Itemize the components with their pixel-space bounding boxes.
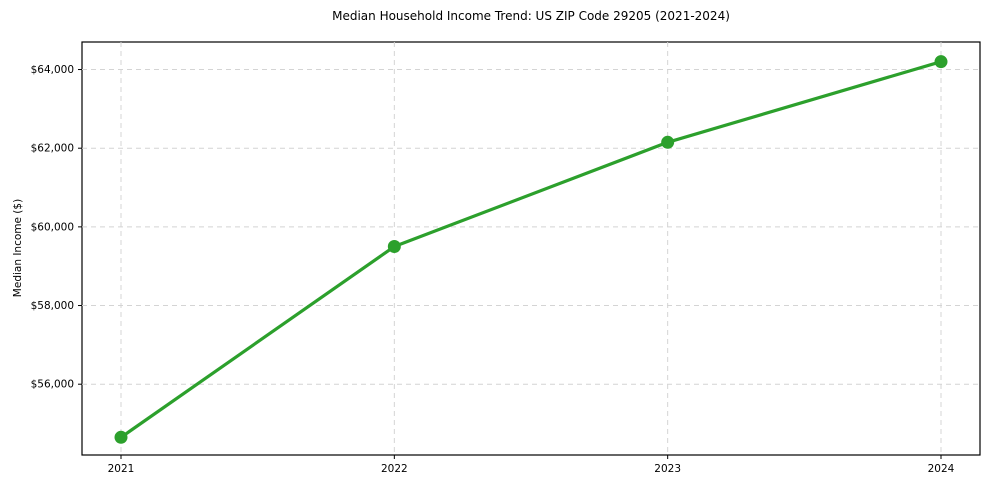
x-tick-label: 2024 <box>928 463 955 475</box>
x-tick-label: 2023 <box>654 463 681 475</box>
data-point-2024 <box>934 55 948 69</box>
y-tick-label: $64,000 <box>31 64 74 76</box>
plot-border <box>81 41 981 456</box>
chart-title: Median Household Income Trend: US ZIP Co… <box>332 9 730 23</box>
x-tick-label: 2021 <box>108 463 135 475</box>
y-tick-label: $62,000 <box>31 143 74 155</box>
data-point-2021 <box>114 430 128 444</box>
y-tick-label: $60,000 <box>31 221 74 233</box>
y-tick-label: $58,000 <box>31 300 74 312</box>
data-point-2023 <box>661 135 675 149</box>
data-point-2022 <box>387 240 401 254</box>
x-tick-label: 2022 <box>381 463 408 475</box>
trend-line <box>119 60 943 439</box>
y-tick-label: $56,000 <box>31 379 74 391</box>
